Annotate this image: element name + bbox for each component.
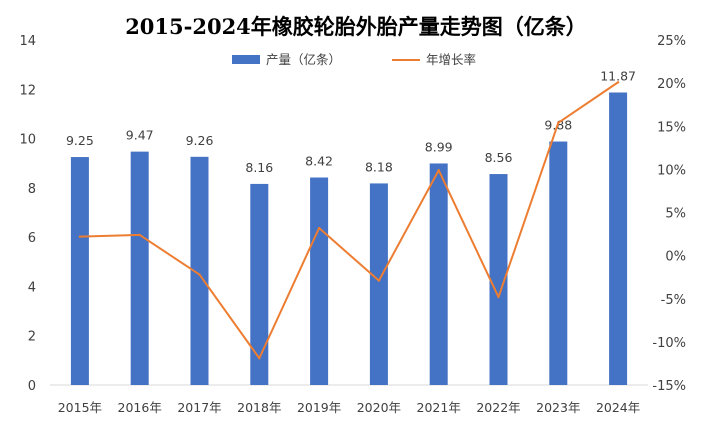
growth-point — [78, 235, 82, 238]
bar — [70, 157, 89, 385]
x-category-label: 2015年 — [58, 400, 102, 415]
bar-data-label: 11.87 — [600, 68, 636, 83]
y-left-tick-label: 10 — [19, 133, 36, 148]
growth-point — [317, 226, 321, 230]
y-right-tick-label: 20% — [657, 77, 686, 92]
y-right-tick-label: -10% — [652, 336, 686, 351]
x-category-label: 2019年 — [297, 400, 341, 415]
growth-point — [377, 279, 381, 282]
bar — [130, 151, 149, 385]
x-category-label: 2022年 — [476, 400, 520, 415]
bar — [369, 183, 388, 385]
x-category-label: 2020年 — [357, 400, 401, 415]
bar — [250, 183, 269, 385]
growth-line — [79, 81, 619, 360]
y-left-tick-label: 12 — [19, 83, 36, 98]
bar — [489, 174, 508, 385]
bar — [310, 177, 329, 385]
growth-point — [198, 273, 201, 276]
growth-point — [138, 233, 141, 237]
bar-data-label: 9.26 — [186, 133, 214, 148]
y-left-tick-label: 8 — [28, 182, 36, 197]
bar — [429, 163, 448, 385]
y-right-tick-label: 15% — [657, 120, 686, 135]
y-left-tick-label: 14 — [19, 34, 36, 49]
y-left-tick-label: 6 — [28, 231, 36, 246]
y-right-tick-label: 5% — [665, 207, 686, 222]
legend-bar-label: 产量（亿条） — [266, 52, 341, 67]
x-axis-categories: 2015年 2016年 2017年 2018年 2019年 2020年 2021年 2022年… — [58, 400, 641, 415]
legend-bar-swatch — [232, 55, 260, 64]
growth-point — [258, 357, 261, 360]
legend-line-label: 年增长率 — [426, 52, 476, 67]
y-right-tick-label: 10% — [657, 163, 686, 178]
bar-data-label: 8.42 — [305, 154, 333, 169]
growth-line-series — [78, 81, 620, 360]
y-right-tick-label: 25% — [657, 34, 686, 49]
growth-point — [557, 121, 560, 125]
bar-data-label: 8.99 — [425, 139, 453, 154]
x-category-label: 2017年 — [177, 400, 221, 415]
y-left-tick-label: 4 — [28, 280, 36, 295]
legend: 产量（亿条） 年增长率 — [232, 52, 476, 67]
x-category-label: 2021年 — [417, 400, 461, 415]
bar — [190, 156, 209, 385]
y-right-axis: -15% -10% -5% 0% 5% 10% 15% 20% 25% — [652, 34, 686, 394]
y-left-tick-label: 0 — [28, 379, 36, 394]
y-right-tick-label: -15% — [652, 379, 686, 394]
bar-data-label: 8.56 — [485, 150, 513, 165]
y-left-axis: 0 2 4 6 8 10 12 14 — [19, 34, 36, 394]
chart-title: 2015-2024年橡胶轮胎外胎产量走势图（亿条） — [125, 14, 587, 39]
bar-data-label: 9.47 — [126, 128, 154, 143]
y-right-tick-label: -5% — [661, 293, 686, 308]
bar-data-label: 9.25 — [66, 133, 94, 148]
growth-point — [497, 295, 500, 299]
bar-data-label: 8.18 — [365, 159, 393, 174]
x-category-label: 2016年 — [118, 400, 162, 415]
x-category-label: 2018年 — [237, 400, 281, 415]
y-right-tick-label: 0% — [665, 250, 686, 265]
x-category-label: 2024年 — [596, 400, 640, 415]
bar-data-labels: 9.25 9.47 9.268.16 8.42 8.188.998.569.8811.8… — [66, 68, 636, 174]
bar-data-label: 8.16 — [245, 160, 273, 175]
bar-series — [70, 92, 628, 385]
bar — [609, 92, 628, 385]
x-category-label: 2023年 — [536, 400, 580, 415]
growth-point — [616, 81, 620, 84]
y-left-tick-label: 2 — [28, 330, 36, 345]
bar — [549, 141, 568, 385]
growth-point — [437, 169, 440, 172]
